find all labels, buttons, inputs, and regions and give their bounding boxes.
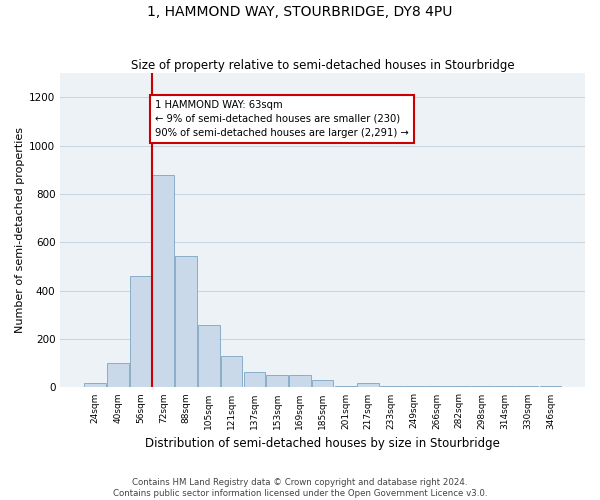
Bar	[425, 386, 448, 388]
Text: 1, HAMMOND WAY, STOURBRIDGE, DY8 4PU: 1, HAMMOND WAY, STOURBRIDGE, DY8 4PU	[148, 5, 452, 19]
Bar	[380, 386, 402, 388]
Bar	[539, 386, 561, 388]
Bar	[84, 382, 106, 388]
Bar	[494, 386, 515, 388]
Text: 1 HAMMOND WAY: 63sqm
← 9% of semi-detached houses are smaller (230)
90% of semi-: 1 HAMMOND WAY: 63sqm ← 9% of semi-detach…	[155, 100, 409, 138]
X-axis label: Distribution of semi-detached houses by size in Stourbridge: Distribution of semi-detached houses by …	[145, 437, 500, 450]
Y-axis label: Number of semi-detached properties: Number of semi-detached properties	[15, 128, 25, 334]
Bar	[312, 380, 334, 388]
Bar	[107, 364, 128, 388]
Bar	[130, 276, 151, 388]
Bar	[244, 372, 265, 388]
Bar	[335, 386, 356, 388]
Title: Size of property relative to semi-detached houses in Stourbridge: Size of property relative to semi-detach…	[131, 59, 514, 72]
Bar	[358, 382, 379, 388]
Bar	[471, 386, 493, 388]
Bar	[448, 386, 470, 388]
Bar	[152, 174, 174, 388]
Text: Contains HM Land Registry data © Crown copyright and database right 2024.
Contai: Contains HM Land Registry data © Crown c…	[113, 478, 487, 498]
Bar	[266, 376, 288, 388]
Bar	[221, 356, 242, 388]
Bar	[198, 324, 220, 388]
Bar	[403, 386, 425, 388]
Bar	[175, 256, 197, 388]
Bar	[289, 376, 311, 388]
Bar	[517, 386, 538, 388]
